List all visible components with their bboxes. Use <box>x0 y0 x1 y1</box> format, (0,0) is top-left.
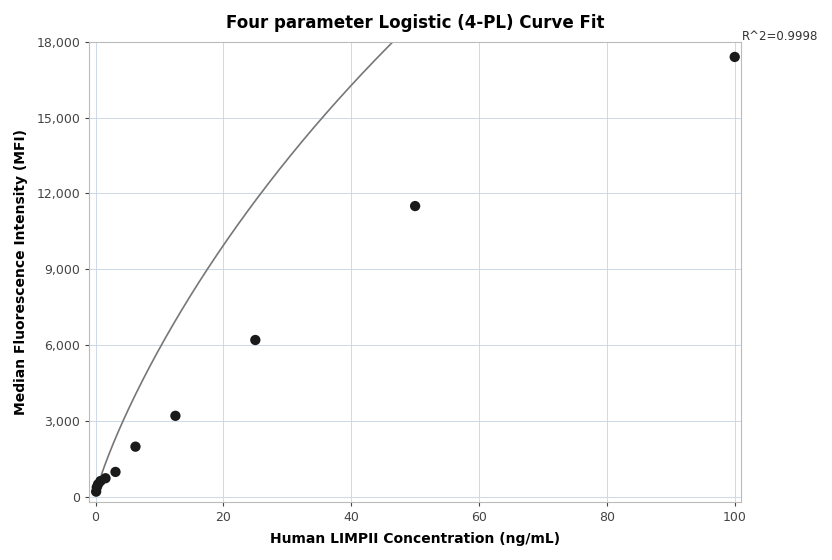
Title: Four parameter Logistic (4-PL) Curve Fit: Four parameter Logistic (4-PL) Curve Fit <box>225 14 604 32</box>
Point <box>94 477 107 486</box>
Text: R^2=0.9998: R^2=0.9998 <box>741 30 818 43</box>
Y-axis label: Median Fluorescence Intensity (MFI): Median Fluorescence Intensity (MFI) <box>14 129 28 415</box>
Point <box>728 53 741 62</box>
Point <box>409 202 422 211</box>
Point <box>249 335 262 344</box>
X-axis label: Human LIMPII Concentration (ng/mL): Human LIMPII Concentration (ng/mL) <box>270 532 560 546</box>
Point <box>90 483 103 492</box>
Point <box>92 480 105 489</box>
Point <box>109 468 122 477</box>
Point <box>169 412 182 421</box>
Point <box>99 474 112 483</box>
Point <box>90 487 103 496</box>
Point <box>129 442 142 451</box>
